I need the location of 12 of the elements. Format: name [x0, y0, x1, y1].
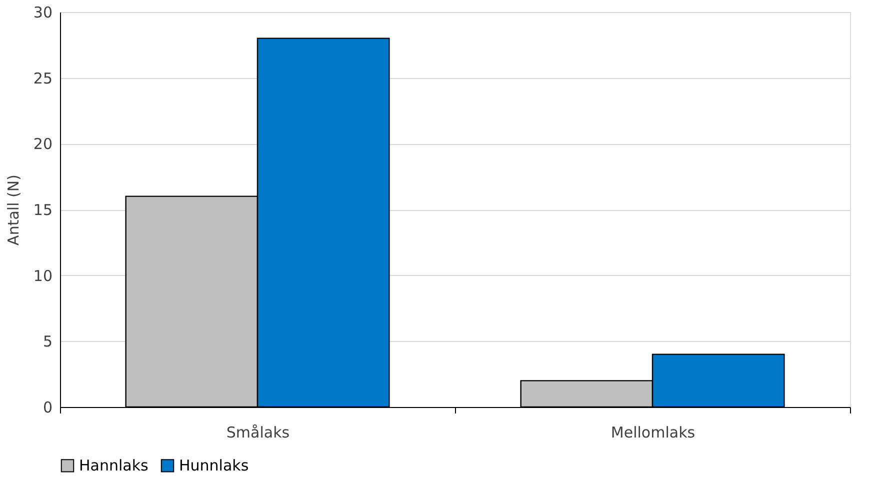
y-tick-label: 0: [42, 398, 52, 416]
y-tick-label: 15: [33, 201, 52, 219]
y-tick-label: 30: [33, 4, 52, 22]
y-axis-title: Antall (N): [4, 174, 22, 246]
y-tick-label: 10: [33, 266, 52, 285]
y-tick-label: 25: [33, 69, 52, 88]
y-tick-label: 20: [33, 135, 52, 154]
y-tick-label: 5: [42, 332, 52, 351]
legend-label: Hunnlaks: [179, 456, 249, 475]
legend-label: Hannlaks: [79, 456, 149, 475]
x-tick-label: Smålaks: [226, 424, 290, 442]
x-tick-label: Mellomlaks: [610, 424, 696, 442]
